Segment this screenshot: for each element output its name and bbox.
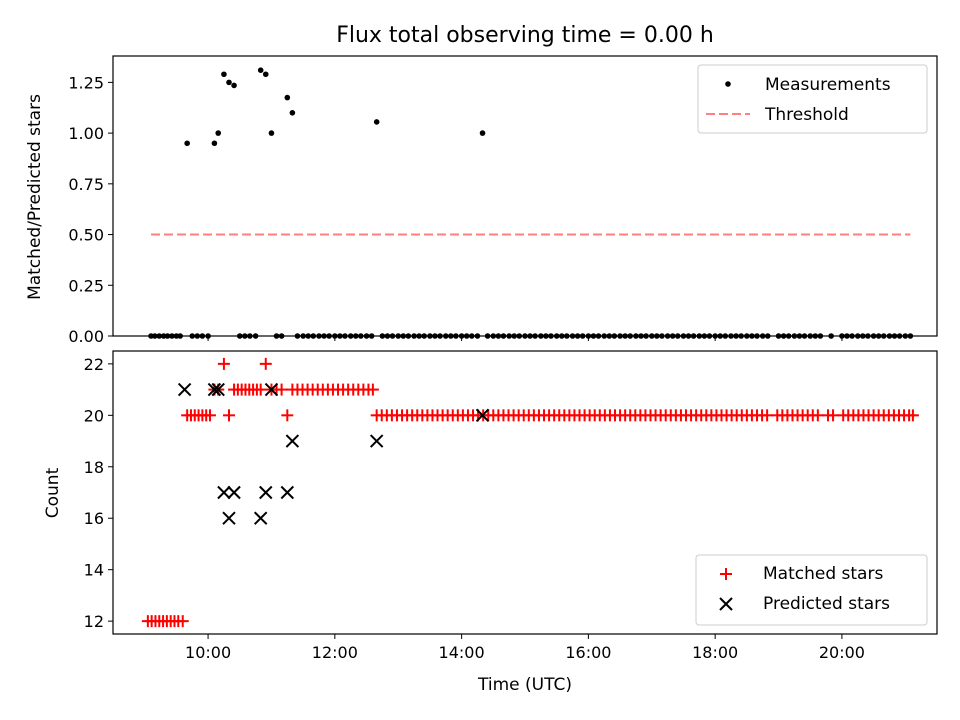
matched-star-point [254,383,267,396]
measurement-point [268,130,275,136]
y-tick-label: 14 [84,561,104,580]
measurement-point [284,94,291,101]
y-tick-label: 1.25 [68,73,104,92]
measurement-point [215,130,222,136]
bottom-axes: 12 14 16 18 20 22 10:00 12:00 14:00 16:00 18:00 20:… [84,355,865,662]
chart-title: Flux total observing time = 0.00 h [336,23,714,48]
measurement-point [221,71,227,78]
legend-predicted-label: Predicted stars [763,594,890,614]
measurement-point [184,140,190,147]
legend-frame [697,64,928,134]
matched-star-point [811,409,824,422]
legend-frame [695,554,928,626]
top-plot-frame [112,55,938,337]
x-tick-label: 14:00 [439,643,485,662]
y-tick-label: 12 [84,612,104,631]
measurement-point [262,71,269,78]
legend-threshold-label: Threshold [764,105,849,125]
x-tick-label: 10:00 [185,643,231,662]
measurement-point [231,82,237,89]
predicted-star-point [369,434,384,448]
y-tick-label: 0.00 [68,327,104,346]
legend-measurements-label: Measurements [765,75,891,95]
predicted-star-point [177,382,192,397]
measurement-point [226,79,232,86]
predicted-star-point [222,511,236,525]
predicted-star-point [280,485,295,500]
measurement-point [257,67,264,74]
measurement-point [373,119,380,125]
bottom-data-layer [141,357,919,628]
flux-ratio-panel: Flux total observing time = 0.00 h Match… [25,23,938,346]
matched-star-point [222,409,235,422]
y-tick-label: 0.50 [68,226,104,245]
matched-star-point [259,357,272,370]
matched-star-point [761,409,774,422]
y-axis-label: Matched/Predicted stars [25,94,45,300]
predicted-star-point [475,408,490,423]
bottom-plot-frame [112,350,938,635]
y-tick-label: 20 [84,406,104,425]
matched-star-point [827,409,840,422]
legend-measurements-marker [725,81,731,87]
x-tick-label: 12:00 [312,643,358,662]
y-tick-label: 16 [84,509,104,528]
predicted-star-point [259,485,273,500]
measurement-point [289,110,296,116]
x-axis-label: Time (UTC) [477,675,572,695]
predicted-star-point [253,511,268,525]
y-tick-label: 22 [84,355,104,374]
y-tick-label: 0.75 [68,175,104,194]
predicted-star-point [217,485,231,500]
matched-star-point [366,383,379,396]
legend-matched-label: Matched stars [763,564,883,584]
measurement-point [211,140,218,147]
y-tick-label: 18 [84,458,104,477]
matched-star-point [217,357,230,370]
legend-matched-marker [720,568,732,580]
matched-star-point [275,383,288,396]
x-tick-label: 18:00 [692,643,738,662]
y-tick-label: 1.00 [68,124,104,143]
matched-star-point [203,409,216,422]
x-tick-label: 16:00 [565,643,611,662]
x-tick-label: 20:00 [819,643,865,662]
top-legend: Measurements Threshold [697,64,928,134]
predicted-star-point [227,485,241,500]
y-axis-label: Count [43,467,63,518]
predicted-star-point [207,382,222,397]
bottom-legend: Matched stars Predicted stars [695,554,928,626]
predicted-star-point [285,434,300,448]
predicted-star-point [211,382,225,397]
matched-star-point [906,409,919,422]
y-tick-label: 0.25 [68,276,104,295]
measurement-point [479,130,486,136]
predicted-star-point [264,382,279,397]
matched-star-point [176,615,189,628]
legend-predicted-marker [719,597,733,611]
top-axes: 0.00 0.25 0.50 0.75 1.00 1.25 [68,73,843,346]
matched-star-point [281,409,294,422]
